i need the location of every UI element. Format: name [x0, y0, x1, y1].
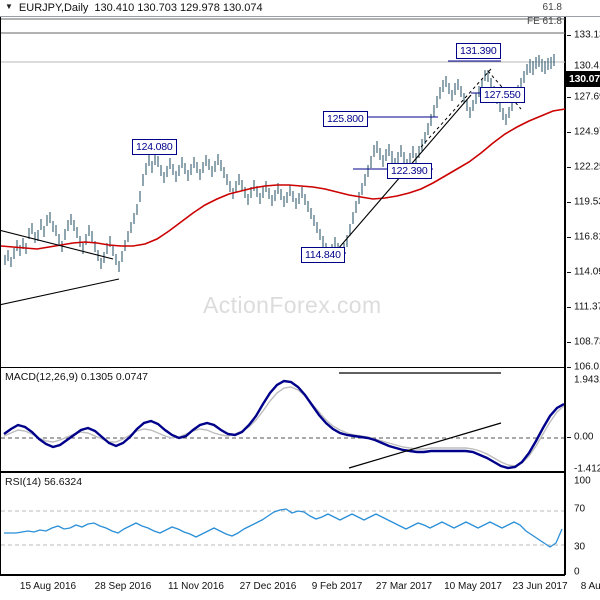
macd-axis-label-1: 0.00	[574, 431, 594, 443]
trendlines	[1, 94, 472, 306]
chart-header: ▼ EURJPY,Daily 130.410 130.703 129.978 1…	[0, 0, 600, 17]
price-axis-label-7: 114.090	[574, 266, 600, 278]
date-label-7: 23 Jun 2017	[512, 581, 568, 592]
date-label-6: 10 May 2017	[444, 581, 502, 592]
price-axis-label-2: 127.690	[574, 91, 600, 103]
date-axis[interactable]: 15 Aug 2016 28 Sep 2016 11 Nov 2016 27 D…	[0, 575, 600, 600]
date-label-0: 15 Aug 2016	[19, 581, 77, 592]
rsi-title: RSI(14) 56.6324	[5, 476, 86, 488]
ohlc-values: 130.410 130.703 129.978 130.074	[94, 2, 263, 14]
rsi-axis-label-3: 0	[574, 566, 580, 578]
level-label-114840[interactable]: 114.840	[301, 247, 345, 263]
level-label-131390[interactable]: 131.390	[456, 43, 501, 59]
macd-axis-label-0: 1.9431	[574, 374, 600, 386]
caret-down-icon[interactable]: ▼	[5, 2, 13, 11]
rsi-plot	[1, 508, 564, 548]
macd-axis-label-2: -1.4126	[574, 463, 600, 475]
date-label-3: 27 Dec 2016	[239, 581, 297, 592]
macd-line	[3, 379, 564, 470]
date-label-8: 8 Aug 2017	[580, 581, 600, 592]
rsi-axis-label-0: 100	[574, 475, 591, 487]
price-axis-label-1: 130.410	[574, 60, 600, 72]
rsi-axis-label-1: 70	[574, 503, 586, 515]
price-axis-label-10: 106.010	[574, 361, 600, 373]
rsi-axis-label-2: 30	[574, 541, 586, 553]
level-label-127550[interactable]: 127.550	[480, 87, 525, 103]
watermark: ActionForex.com	[203, 292, 382, 318]
date-label-5: 27 Mar 2017	[375, 581, 433, 592]
moving-average-line	[1, 108, 565, 250]
price-axis-label-6: 116.810	[574, 231, 600, 243]
macd-divergence-trendline	[348, 422, 502, 469]
fib-label-618: 61.8	[542, 2, 562, 13]
wedge-upper-line	[1, 229, 114, 260]
price-axis-label-4: 122.250	[574, 161, 600, 173]
ohlc-bars	[4, 54, 555, 272]
macd-panel[interactable]: MACD(12,26,9) 0.1305 0.0747	[0, 367, 565, 472]
price-axis-label-0: 133.130	[574, 29, 600, 41]
dashed-rising-line	[420, 68, 492, 148]
date-label-1: 28 Sep 2016	[94, 581, 152, 592]
level-label-124080[interactable]: 124.080	[132, 139, 177, 155]
wedge-lower-line	[1, 278, 120, 306]
rsi-panel[interactable]: RSI(14) 56.6324	[0, 472, 565, 575]
macd-plot	[1, 372, 564, 470]
rsi-line	[4, 508, 563, 548]
axis-vertical-line	[565, 17, 566, 575]
date-label-2: 11 Nov 2016	[168, 581, 224, 592]
price-axis-label-9: 108.730	[574, 336, 600, 348]
macd-title: MACD(12,26,9) 0.1305 0.0747	[5, 371, 152, 383]
current-price-badge: 130.074	[565, 71, 600, 87]
price-axis-label-5: 119.530	[574, 196, 600, 208]
symbol-label: EURJPY,Daily	[18, 2, 89, 14]
level-label-122390[interactable]: 122.390	[387, 163, 432, 179]
level-label-125800[interactable]: 125.800	[323, 111, 368, 127]
fib-label-fe-618: FE 61.8	[526, 16, 562, 27]
date-label-4: 9 Feb 2017	[311, 581, 363, 592]
level-rays	[132, 60, 521, 254]
price-panel[interactable]: ActionForex.com 124.080 125.800 122.390 …	[0, 17, 565, 367]
price-axis-label-8: 111.370	[574, 301, 600, 313]
price-axis[interactable]: 133.130 130.410 127.690 124.970 122.250 …	[565, 17, 600, 578]
price-axis-label-3: 124.970	[574, 126, 600, 138]
macd-signal-line	[3, 386, 564, 467]
